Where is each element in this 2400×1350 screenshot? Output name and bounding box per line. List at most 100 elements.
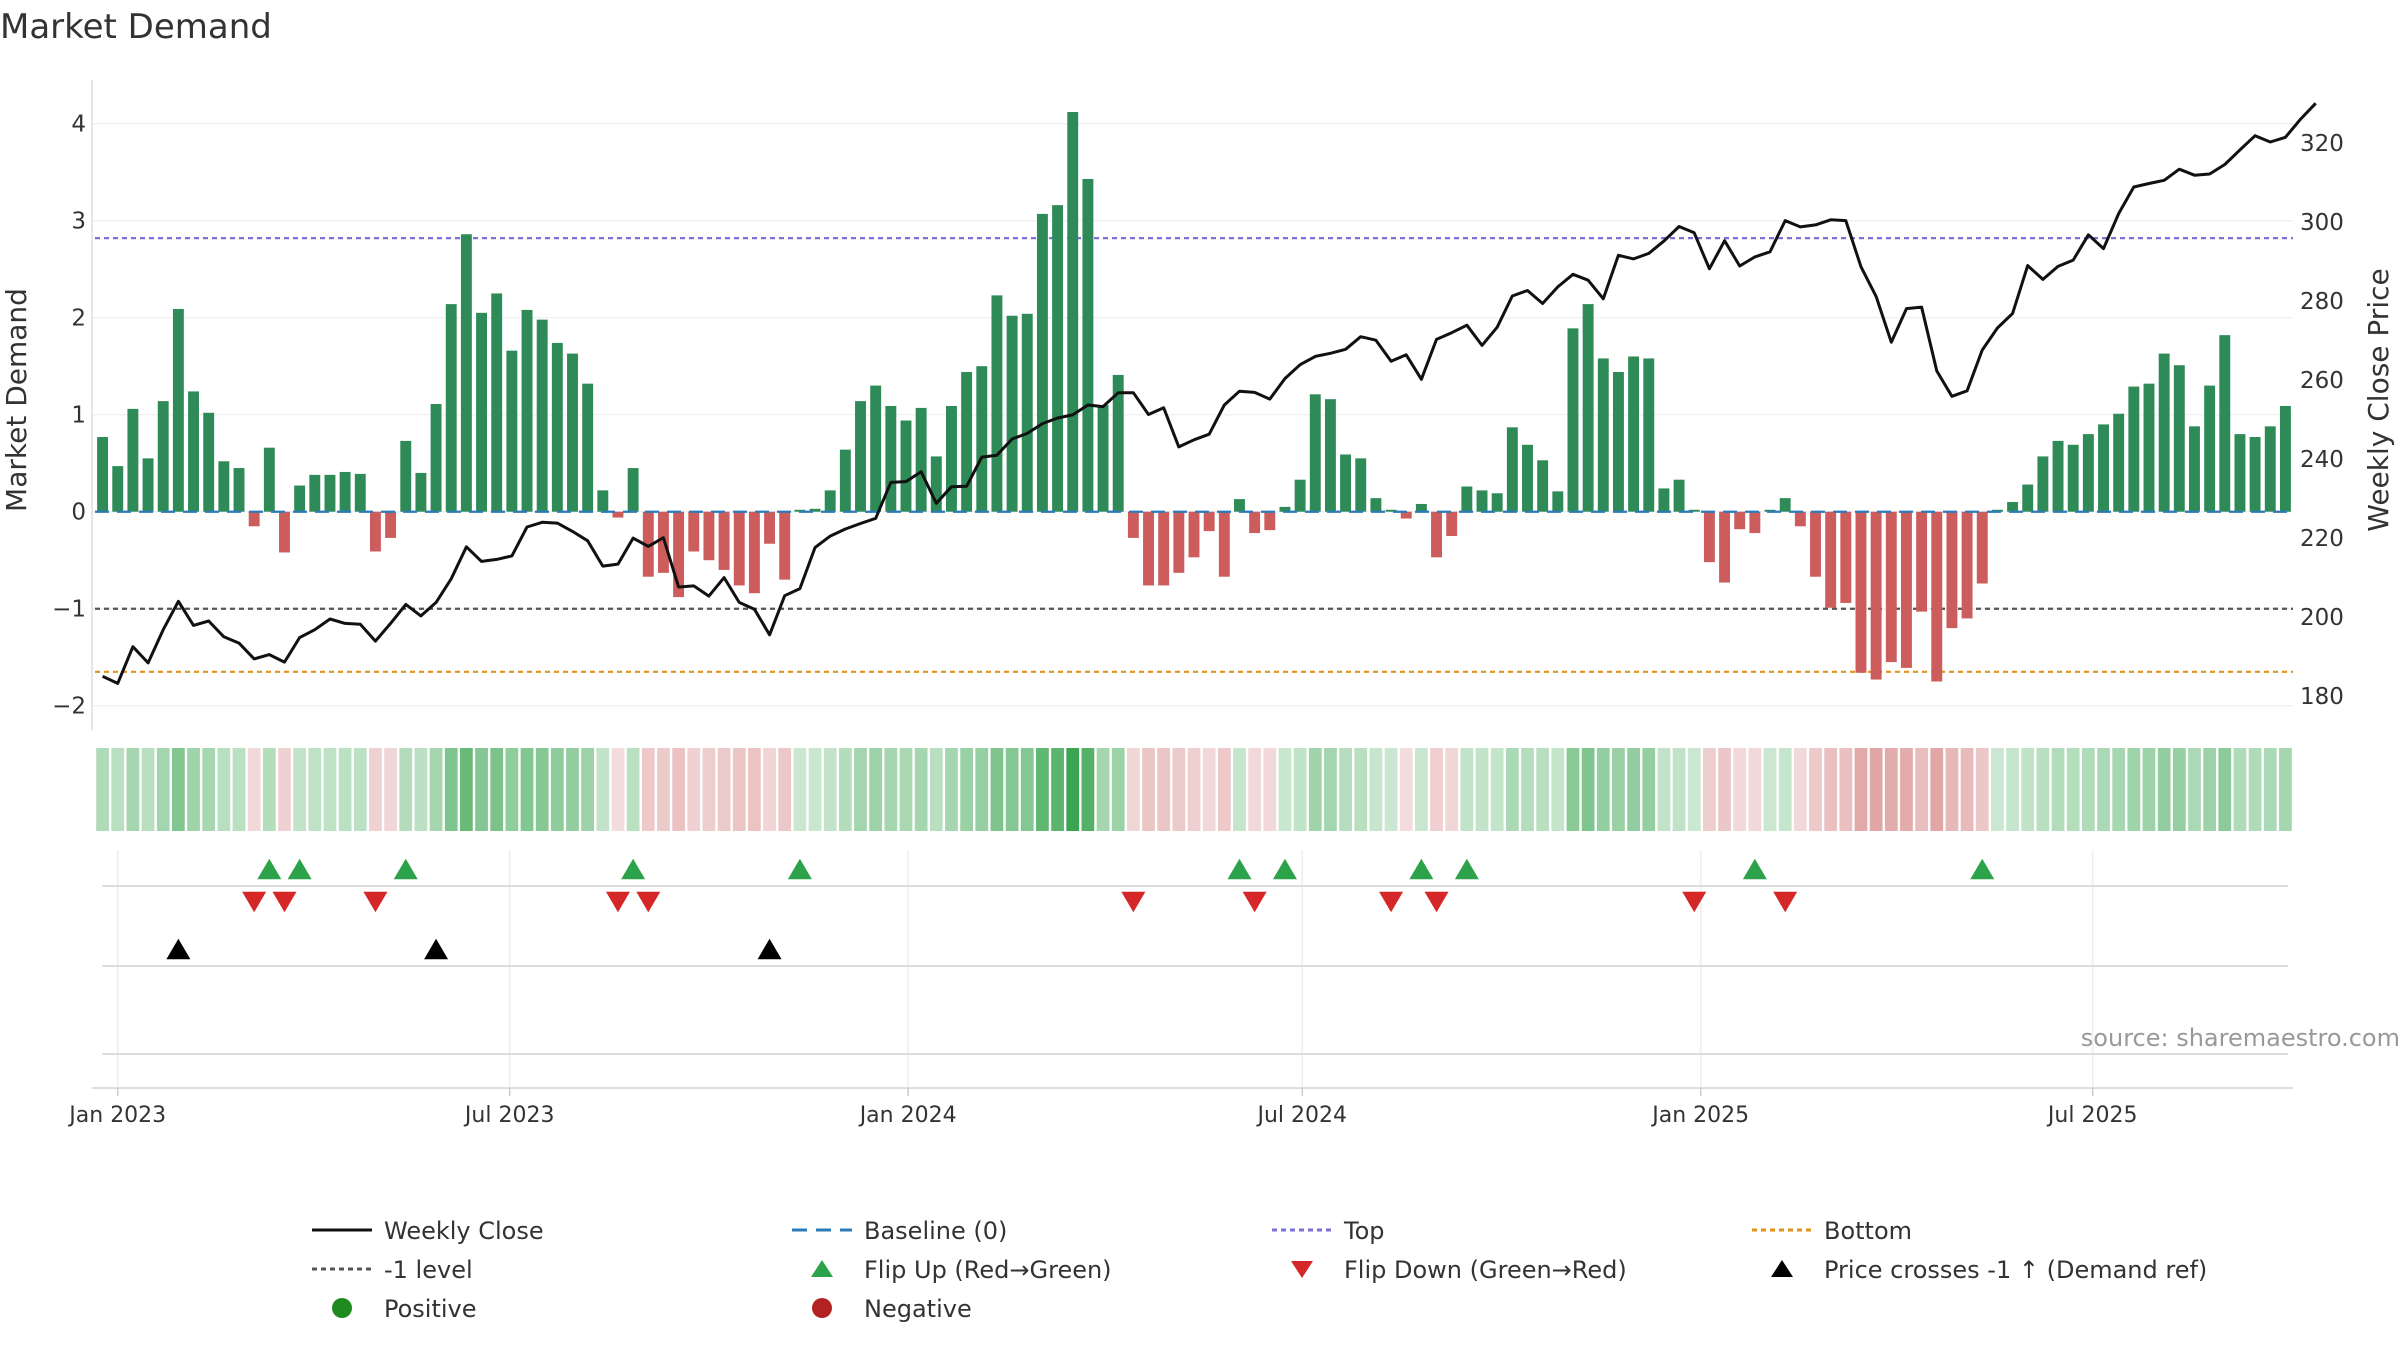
demand-bar (1491, 493, 1503, 512)
demand-bar (809, 508, 821, 512)
demand-bar (188, 391, 199, 512)
demand-bar (2173, 365, 2185, 512)
heat-strip-cell (1172, 748, 1186, 831)
demand-bar (2249, 437, 2261, 512)
legend-label: -1 level (384, 1255, 473, 1284)
heat-strip-cell (929, 748, 943, 831)
heat-strip-cell (1869, 748, 1883, 831)
demand-bar (627, 468, 639, 512)
heat-strip-cell (1020, 748, 1034, 831)
heat-strip-cell (2081, 748, 2095, 831)
heat-strip-cell (1217, 748, 1231, 831)
heat-strip-cell (1824, 748, 1838, 831)
legend-baseline: Baseline (0) (780, 1215, 1260, 1246)
heat-strip-cell (308, 748, 322, 831)
heat-strip-cell (778, 748, 792, 831)
y-tick-label: −2 (52, 694, 86, 720)
heat-strip-cell (1991, 748, 2004, 831)
demand-bar (2128, 386, 2140, 512)
demand-bar (2279, 405, 2291, 512)
demand-bar (1309, 394, 1321, 512)
flip-down-swatch-icon (1291, 1261, 1313, 1278)
demand-bar (142, 458, 154, 512)
heat-strip-cell (1430, 748, 1443, 831)
heat-strip-cell (2203, 748, 2217, 831)
heat-strip-cell (535, 748, 549, 831)
heat-strip-cell (838, 748, 852, 831)
demand-bar (885, 405, 897, 512)
flip-up-marker (1742, 858, 1767, 880)
heat-strip-cell (460, 748, 473, 831)
demand-bar (1294, 479, 1306, 512)
demand-bar (1249, 511, 1261, 534)
heat-strip-cell (1915, 748, 1928, 831)
legend: Weekly Close Baseline (0) Top Bottom -1 leve… (300, 1215, 2250, 1324)
flip-down-marker (1379, 891, 1404, 913)
demand-bar (1840, 511, 1852, 603)
demand-bar (1794, 511, 1806, 527)
heat-strip-cell (369, 748, 382, 831)
flip-up-marker (287, 858, 312, 880)
demand-bar (1673, 479, 1685, 512)
legend-negative: Negative (780, 1293, 1260, 1324)
heat-strip-cell (1051, 748, 1064, 831)
flip-down-marker (363, 891, 388, 913)
legend-label: Baseline (0) (864, 1216, 1008, 1245)
demand-bar (279, 511, 290, 553)
heat-strip-cell (293, 748, 307, 831)
y-tick-label: −1 (52, 597, 86, 623)
demand-bar (2052, 440, 2064, 512)
demand-bar (2189, 426, 2200, 512)
demand-bar (870, 385, 882, 512)
heat-strip-cell (2066, 748, 2080, 831)
demand-bar (612, 511, 624, 518)
demand-bar (536, 319, 548, 512)
heat-strip-cell (1445, 748, 1459, 831)
heat-strip-cell (550, 748, 564, 831)
heat-strip-cell (520, 748, 534, 831)
y-tick-label: 0 (71, 500, 86, 526)
heat-strip-cell (1778, 748, 1792, 831)
heat-strip-cell (1005, 748, 1019, 831)
demand-bar (1052, 205, 1064, 512)
demand-bar (1825, 511, 1837, 608)
heat-strip-cell (672, 748, 685, 831)
demand-bar (1688, 509, 1700, 512)
y2-tick-label: 260 (2300, 368, 2344, 394)
demand-bar (703, 511, 715, 561)
flip-down-marker (272, 891, 297, 913)
y2-axis-label: Weekly Close Price (2362, 268, 2395, 531)
demand-bar (1749, 511, 1761, 534)
heat-strip-cell (1263, 748, 1277, 831)
demand-bar (309, 474, 321, 512)
demand-bar (1597, 358, 1609, 512)
heat-strip-cell (1884, 748, 1898, 831)
demand-bar (1431, 511, 1442, 558)
demand-bar (733, 511, 745, 586)
heat-strip-cell (1490, 748, 1504, 831)
heat-strip-cell (384, 748, 397, 831)
demand-bar (1916, 511, 1928, 612)
legend-label: Flip Down (Green→Red) (1344, 1255, 1627, 1284)
demand-bar (1779, 498, 1791, 512)
heat-strip-cell (2036, 748, 2050, 831)
heat-strip-cell (1081, 748, 1095, 831)
demand-bar (839, 449, 851, 512)
demand-bar (1021, 313, 1033, 512)
heat-strip-cell (490, 748, 504, 831)
heat-strip-cell (1930, 748, 1944, 831)
heat-strip-cell (444, 748, 458, 831)
heat-strip-cell (596, 748, 610, 831)
demand-bar (1658, 488, 1670, 512)
demand-bar (1810, 511, 1821, 577)
demand-bar (2067, 444, 2079, 512)
demand-bar (1324, 399, 1336, 512)
demand-bar (2082, 434, 2094, 512)
x-tick-label: Jul 2024 (1256, 1103, 1348, 1128)
x-tick-label: Jul 2023 (463, 1103, 555, 1128)
heat-strip-cell (338, 748, 352, 831)
heat-strip-cell (1657, 748, 1671, 831)
demand-bar (460, 234, 472, 512)
chart-title: Market Demand (0, 7, 272, 47)
heat-strip-cell (899, 748, 913, 831)
